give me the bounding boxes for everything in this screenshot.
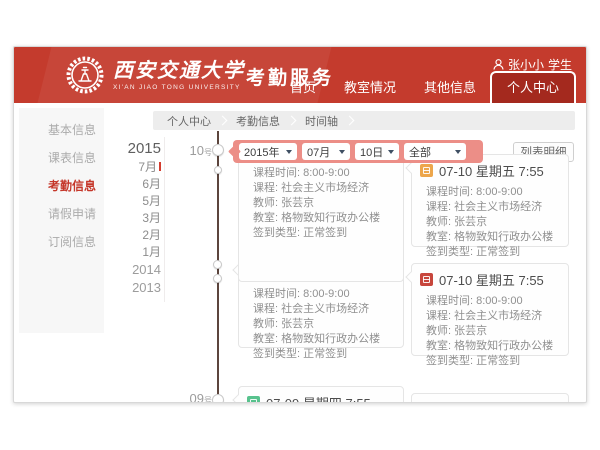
attendance-card[interactable]: 07-10 星期五 7:55 课程时间: 8:00-9:00 课程: 社会主义市… [405,154,569,258]
timeline-dot-day10[interactable] [212,144,224,156]
filter-bar: 2015年 07月 10日 全部 [228,140,483,163]
breadcrumb-personal-center[interactable]: 个人中心 [167,115,211,128]
timeline-dot-day09[interactable] [212,394,224,402]
breadcrumb: 个人中心 考勤信息 时间轴 [153,111,575,130]
chevron-right-icon [344,115,355,126]
timeline-year-2013[interactable]: 2013 [132,280,161,295]
breadcrumb-attendance-info[interactable]: 考勤信息 [236,115,280,128]
university-logo-icon [65,55,105,95]
dropdown-arrow-icon [388,149,394,154]
app-window: 西安交通大学 XI'AN JIAO TONG UNIVERSITY 考勤服务 张… [13,46,587,403]
card-body: 课程时间: 8:00-9:00 课程: 社会主义市场经济 教师: 张芸京 教室:… [253,288,381,360]
current-month-marker [159,162,161,172]
timeline-year-2015[interactable]: 2015 [127,140,161,157]
breadcrumb-timeline[interactable]: 时间轴 [305,115,338,128]
sidebar: 基本信息 课表信息 考勤信息 请假申请 订阅信息 [19,108,104,333]
timeline-year-2014[interactable]: 2014 [132,262,161,277]
timeline-month-jul[interactable]: 7月 [99,159,161,176]
card-header: 07-10 星期五 7:55 [412,264,568,291]
dropdown-arrow-icon [286,149,292,154]
user-icon [493,59,504,70]
timeline-scale-divider [164,137,165,302]
attendance-card[interactable]: 课程时间: 8:00-9:00 课程: 社会主义市场经济 教师: 张芸京 教室:… [238,151,404,282]
year-select[interactable]: 2015年 [239,143,297,160]
app-header: 西安交通大学 XI'AN JIAO TONG UNIVERSITY 考勤服务 张… [14,47,586,103]
user-name: 张小小 [507,58,544,72]
card-header: 07-09 星期四 7:55 [239,387,403,402]
timeline-month-feb[interactable]: 2月 [142,228,161,242]
day-select[interactable]: 10日 [355,143,399,160]
sidebar-item-basic-info[interactable]: 基本信息 [48,123,97,137]
calendar-icon [247,396,260,402]
timeline-dot[interactable] [214,166,222,174]
dropdown-arrow-icon [339,149,345,154]
sidebar-item-leave-request[interactable]: 请假申请 [48,207,97,221]
card-date-title: 07-10 星期五 7:55 [439,273,544,288]
timeline-day-label-10: 10号 [189,143,212,158]
timeline-month-jun[interactable]: 6月 [142,177,161,191]
month-select[interactable]: 07月 [302,143,350,160]
university-name-en: XI'AN JIAO TONG UNIVERSITY [113,84,241,91]
timeline-day-label-09: 09号 [189,391,212,403]
university-name-cn: 西安交通大学 [113,58,245,82]
sidebar-item-schedule-info[interactable]: 课表信息 [48,151,97,165]
chevron-right-icon [217,115,228,126]
card-date-title: 07-09 星期四 7:55 [266,393,371,402]
main-nav: 首页 教室情况 其他信息 个人中心 [276,71,576,103]
timeline-month-jan[interactable]: 1月 [142,245,161,259]
timeline-dot[interactable] [213,260,222,269]
card-body: 课程时间: 8:00-9:00 课程: 社会主义市场经济 教师: 张芸京 教室:… [426,186,554,258]
type-select[interactable]: 全部 [404,143,466,160]
card-body: 课程时间: 8:00-9:00 课程: 社会主义市场经济 教师: 张芸京 教室:… [253,167,381,239]
attendance-card[interactable] [411,393,569,402]
user-info[interactable]: 张小小 学生 [493,56,572,73]
calendar-icon [420,164,433,177]
nav-classroom-status[interactable]: 教室情况 [343,80,396,95]
card-body: 课程时间: 8:00-9:00 课程: 社会主义市场经济 教师: 张芸京 教室:… [426,295,554,367]
card-date-title: 07-10 星期五 7:55 [439,164,544,179]
dropdown-arrow-icon [455,149,461,154]
attendance-card[interactable]: 07-10 星期五 7:55 课程时间: 8:00-9:00 课程: 社会主义市… [405,263,569,367]
user-role: 学生 [547,58,572,72]
university-title-block: 西安交通大学 XI'AN JIAO TONG UNIVERSITY [113,57,245,91]
sidebar-item-attendance-info[interactable]: 考勤信息 [48,179,97,193]
app-title: 考勤服务 [246,68,335,89]
calendar-icon [420,273,433,286]
attendance-card[interactable]: 07-09 星期四 7:55 [232,386,404,402]
nav-home[interactable]: 首页 [289,80,316,95]
timeline-month-may[interactable]: 5月 [142,194,161,208]
chevron-right-icon [286,115,297,126]
nav-personal-center[interactable]: 个人中心 [489,71,576,103]
timeline-scale: 2015 7月 6月 5月 3月 2月 1月 2014 2013 [99,139,161,297]
card-header: 07-10 星期五 7:55 [412,155,568,182]
timeline-dot[interactable] [213,274,222,283]
nav-other-info[interactable]: 其他信息 [423,80,476,95]
timeline-month-mar[interactable]: 3月 [142,211,161,225]
sidebar-item-subscription-info[interactable]: 订阅信息 [48,235,97,249]
